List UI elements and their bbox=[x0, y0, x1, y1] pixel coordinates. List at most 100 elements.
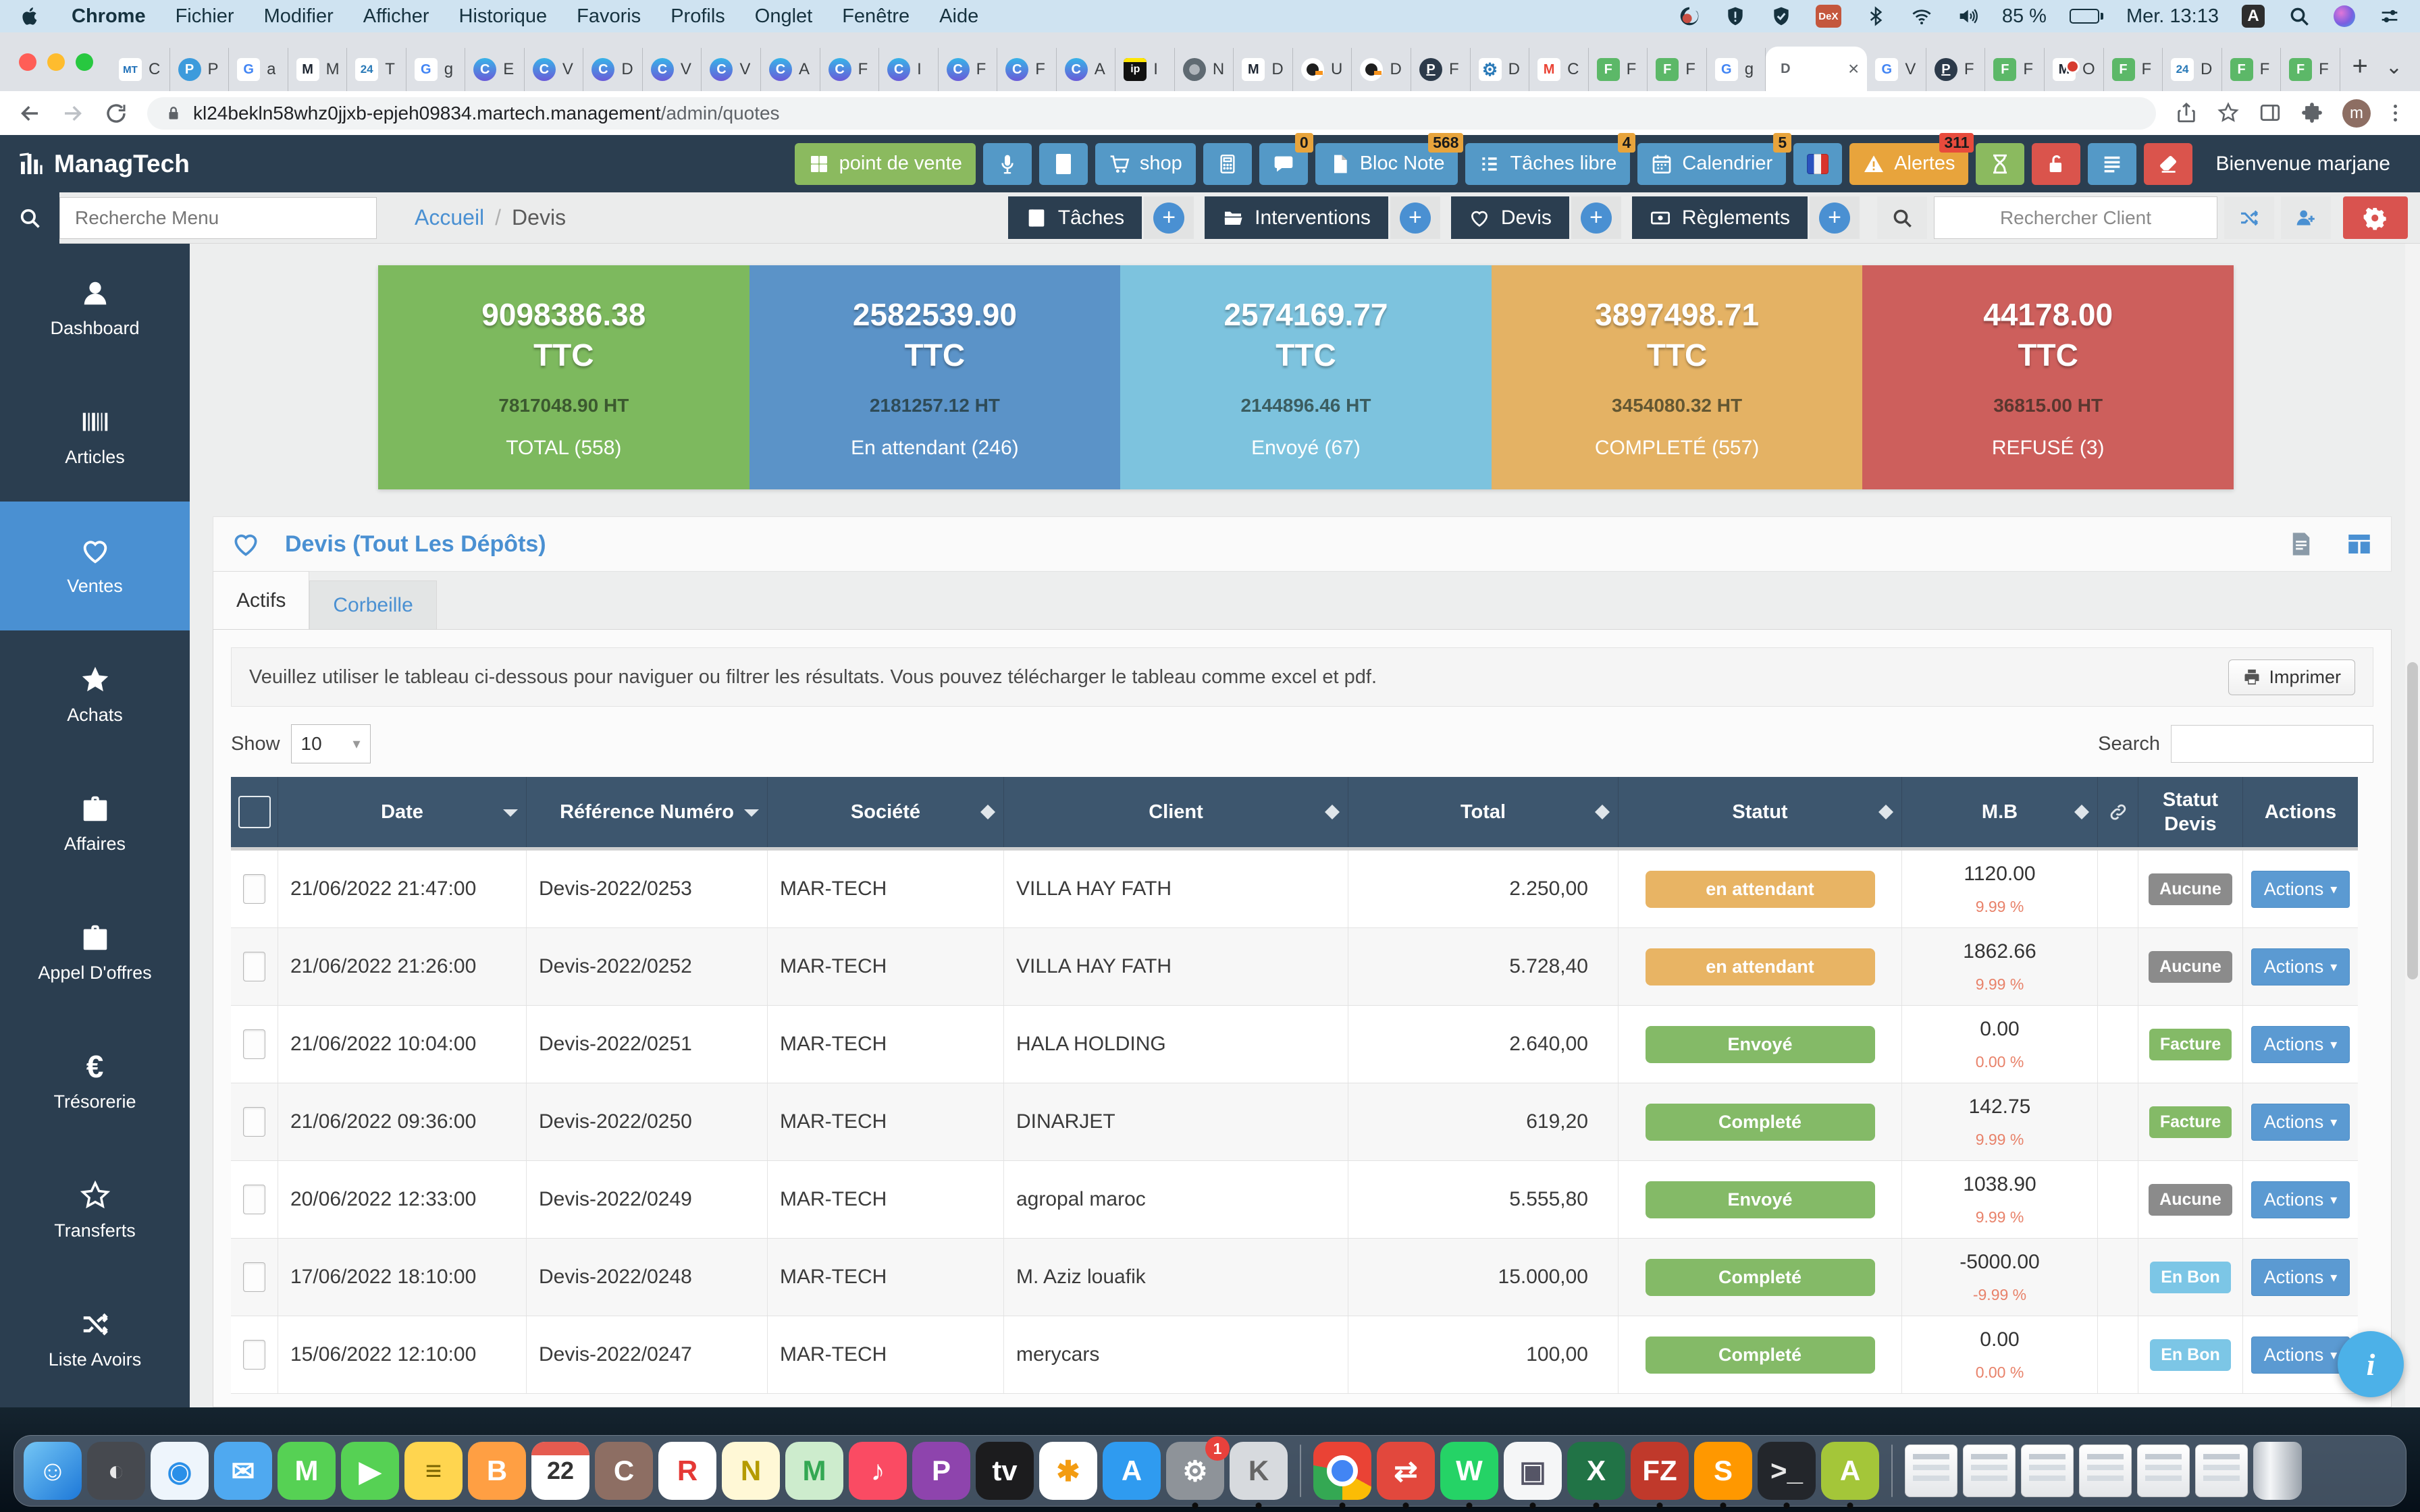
column-header-date[interactable]: Date bbox=[278, 777, 527, 847]
minimized-window[interactable] bbox=[2021, 1444, 2074, 1497]
lock-icon[interactable] bbox=[165, 105, 182, 122]
browser-tab[interactable]: P P bbox=[170, 48, 230, 91]
photos[interactable]: ✱ bbox=[1039, 1442, 1097, 1500]
contacts[interactable]: C bbox=[595, 1442, 653, 1500]
header-button[interactable]: Calendrier 5 bbox=[1637, 132, 1792, 185]
menu-bar-item[interactable]: Modifier bbox=[263, 5, 334, 27]
row-select-cell[interactable] bbox=[231, 1316, 278, 1393]
shield-check-icon[interactable] bbox=[1770, 5, 1793, 28]
row-checkbox[interactable] bbox=[243, 1340, 265, 1370]
cell-client[interactable]: DINARJET bbox=[1004, 1083, 1348, 1160]
settings-gears-button[interactable] bbox=[2343, 196, 2408, 239]
cell-client[interactable]: VILLA HAY FATH bbox=[1004, 928, 1348, 1005]
cell-reference[interactable]: Devis-2022/0250 bbox=[527, 1083, 768, 1160]
status-badge[interactable]: Completé bbox=[1645, 1336, 1875, 1374]
header-button[interactable] bbox=[982, 142, 1032, 185]
whatsapp[interactable]: W bbox=[1440, 1442, 1498, 1509]
row-select-cell[interactable] bbox=[231, 850, 278, 927]
cell-reference[interactable]: Devis-2022/0247 bbox=[527, 1316, 768, 1393]
row-select-cell[interactable] bbox=[231, 1161, 278, 1238]
actions-button[interactable]: Actions ▾ bbox=[2251, 1336, 2350, 1374]
cell-client[interactable]: merycars bbox=[1004, 1316, 1348, 1393]
browser-tab[interactable]: F F bbox=[1648, 48, 1707, 91]
row-select-cell[interactable] bbox=[231, 928, 278, 1005]
summary-card[interactable]: 2582539.90 TTC 2181257.12 HT En attendant… bbox=[749, 265, 1121, 489]
breadcrumb-home[interactable]: Accueil bbox=[415, 205, 485, 230]
volume-icon[interactable] bbox=[1956, 5, 1979, 28]
scrollbar-thumb[interactable] bbox=[2407, 662, 2418, 979]
row-checkbox[interactable] bbox=[243, 1107, 265, 1137]
minimize-window-button[interactable] bbox=[47, 53, 65, 71]
apple-icon[interactable] bbox=[19, 5, 42, 28]
minimized-window[interactable] bbox=[2137, 1444, 2190, 1497]
browser-tab[interactable]: C I bbox=[879, 48, 939, 91]
view-tab[interactable]: Actifs bbox=[213, 571, 310, 630]
android[interactable]: A bbox=[1821, 1442, 1879, 1509]
menu-bar-item[interactable]: Profils bbox=[670, 5, 725, 27]
browser-tab[interactable]: P F bbox=[1411, 48, 1471, 91]
cell-client[interactable]: M. Aziz louafik bbox=[1004, 1239, 1348, 1316]
module-button[interactable]: Interventions bbox=[1205, 196, 1388, 239]
share-icon[interactable] bbox=[2175, 101, 2199, 126]
address-bar[interactable]: kl24bekln58whz0jjxb-epjeh09834.martech.m… bbox=[147, 97, 2156, 130]
browser-tab[interactable]: F F bbox=[1589, 48, 1648, 91]
system-preferences[interactable]: ⚙ 1 bbox=[1166, 1436, 1230, 1509]
header-button[interactable]: 0 bbox=[1259, 132, 1313, 185]
menu-bar-item[interactable]: Chrome bbox=[72, 5, 146, 27]
screenshot[interactable]: ◐ bbox=[87, 1442, 145, 1500]
sidebar-item[interactable]: Affaires bbox=[0, 759, 190, 888]
browser-tab[interactable]: M C bbox=[1529, 48, 1589, 91]
browser-tab[interactable]: C F bbox=[820, 48, 880, 91]
module-add-button[interactable]: + bbox=[1144, 196, 1194, 239]
safari[interactable]: ◉ bbox=[151, 1442, 209, 1500]
browser-tab[interactable]: C A bbox=[1057, 48, 1116, 91]
actions-button[interactable]: Actions ▾ bbox=[2251, 1025, 2350, 1063]
status-badge[interactable]: Completé bbox=[1645, 1258, 1875, 1296]
side-panel-icon[interactable] bbox=[2259, 101, 2283, 126]
stickies[interactable]: ≡ bbox=[404, 1442, 463, 1500]
page-scrollbar[interactable] bbox=[2405, 244, 2420, 1407]
cell-reference[interactable]: Devis-2022/0251 bbox=[527, 1006, 768, 1083]
view-tab[interactable]: Corbeille bbox=[309, 580, 437, 630]
header-button[interactable] bbox=[1038, 142, 1088, 185]
menu-bar-item[interactable]: Fenêtre bbox=[842, 5, 910, 27]
profile-avatar[interactable]: m bbox=[2342, 99, 2371, 128]
row-checkbox[interactable] bbox=[243, 1185, 265, 1214]
recording-indicator-icon[interactable] bbox=[1678, 5, 1701, 28]
column-header-total[interactable]: Total bbox=[1348, 777, 1619, 847]
add-client-button[interactable] bbox=[2281, 196, 2331, 239]
browser-tab[interactable]: C V bbox=[643, 48, 702, 91]
tab-search-chevron-icon[interactable]: ⌄ bbox=[2385, 56, 2402, 78]
header-button[interactable] bbox=[1793, 142, 1843, 185]
browser-tab[interactable]: M O bbox=[2045, 48, 2104, 91]
column-header-client[interactable]: Client bbox=[1004, 777, 1348, 847]
back-button[interactable] bbox=[18, 101, 42, 126]
minimized-window[interactable] bbox=[1963, 1444, 2016, 1497]
cell-client[interactable]: agropal maroc bbox=[1004, 1161, 1348, 1238]
menu-bar-item[interactable]: Aide bbox=[939, 5, 979, 27]
row-select-cell[interactable] bbox=[231, 1006, 278, 1083]
sidebar-item[interactable]: Liste Avoirs bbox=[0, 1275, 190, 1404]
column-header-statut[interactable]: Statut bbox=[1619, 777, 1902, 847]
close-window-button[interactable] bbox=[19, 53, 36, 71]
menu-bar-clock[interactable]: Mer. 13:13 bbox=[2126, 5, 2219, 27]
header-button[interactable]: Alertes 311 bbox=[1849, 132, 1974, 185]
tab-close-icon[interactable]: × bbox=[1847, 58, 1860, 79]
menu-search-icon[interactable] bbox=[0, 192, 59, 244]
browser-tab[interactable]: 24 T bbox=[347, 48, 406, 91]
browser-tab[interactable]: M M bbox=[288, 48, 348, 91]
cell-reference[interactable]: Devis-2022/0252 bbox=[527, 928, 768, 1005]
browser-tab[interactable]: D × bbox=[1766, 47, 1868, 91]
input-source-icon[interactable]: A bbox=[2242, 5, 2265, 28]
status-badge[interactable]: Envoyé bbox=[1645, 1181, 1875, 1218]
print-button[interactable]: Imprimer bbox=[2228, 659, 2355, 695]
shield-alert-icon[interactable] bbox=[1724, 5, 1747, 28]
facetime[interactable]: ▶ bbox=[341, 1442, 399, 1500]
spotlight-icon[interactable] bbox=[2288, 5, 2311, 28]
browser-tab[interactable]: C V bbox=[702, 48, 761, 91]
browser-tab[interactable]: F F bbox=[1985, 48, 2045, 91]
header-button[interactable] bbox=[2032, 142, 2081, 185]
appstore[interactable]: A bbox=[1103, 1442, 1161, 1500]
bookmark-star-icon[interactable] bbox=[2217, 101, 2241, 126]
browser-tab[interactable]: ⚙ D bbox=[1471, 48, 1530, 91]
